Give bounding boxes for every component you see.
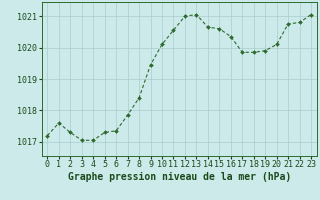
X-axis label: Graphe pression niveau de la mer (hPa): Graphe pression niveau de la mer (hPa) — [68, 172, 291, 182]
